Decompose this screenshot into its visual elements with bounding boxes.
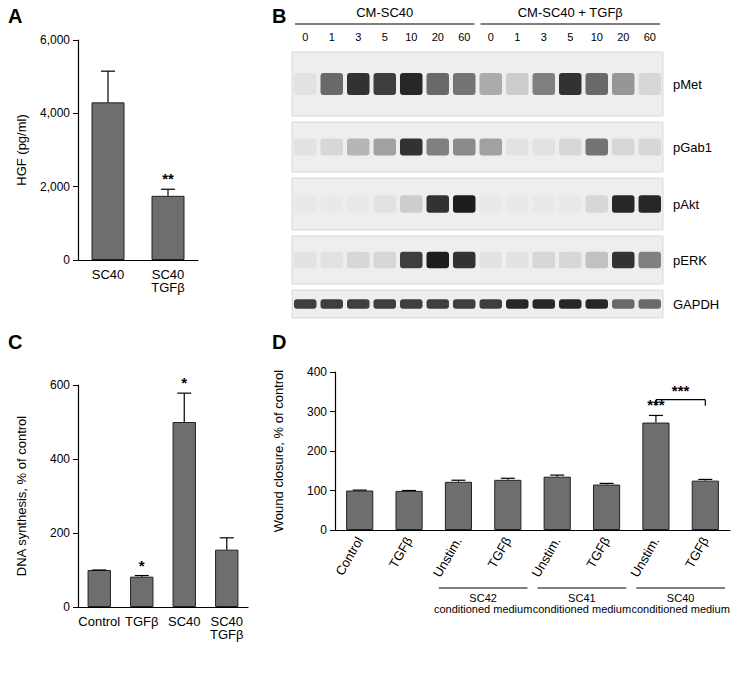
svg-text:TGFβ: TGFβ — [386, 534, 416, 570]
svg-text:0: 0 — [63, 253, 70, 267]
svg-text:6,000: 6,000 — [40, 33, 70, 47]
svg-text:3: 3 — [355, 31, 361, 43]
svg-text:Control: Control — [332, 534, 366, 578]
svg-text:200: 200 — [50, 526, 70, 540]
svg-text:A: A — [8, 5, 22, 27]
svg-text:20: 20 — [432, 31, 444, 43]
svg-text:400: 400 — [50, 452, 70, 466]
svg-text:SC40: SC40 — [210, 614, 243, 629]
svg-text:5: 5 — [567, 31, 573, 43]
svg-text:20: 20 — [617, 31, 629, 43]
svg-text:300: 300 — [307, 405, 327, 419]
svg-text:*: * — [139, 557, 145, 574]
svg-text:conditioned medium: conditioned medium — [434, 603, 532, 615]
svg-text:10: 10 — [591, 31, 603, 43]
svg-text:B: B — [272, 5, 286, 27]
svg-text:***: *** — [647, 396, 665, 413]
svg-text:600: 600 — [50, 378, 70, 392]
svg-text:1: 1 — [514, 31, 520, 43]
svg-text:SC40: SC40 — [666, 591, 695, 604]
svg-text:pMet: pMet — [673, 77, 702, 92]
svg-text:400: 400 — [307, 365, 327, 379]
svg-text:SC41: SC41 — [568, 591, 596, 604]
svg-text:Control: Control — [78, 614, 120, 629]
svg-text:***: *** — [672, 382, 690, 399]
svg-text:TGFβ: TGFβ — [125, 614, 158, 629]
svg-text:Wound closure, % of control: Wound closure, % of control — [271, 370, 286, 532]
svg-text:3: 3 — [541, 31, 547, 43]
svg-text:Unstim.: Unstim. — [529, 534, 564, 580]
svg-text:100: 100 — [307, 484, 327, 498]
svg-text:GAPDH: GAPDH — [673, 297, 719, 312]
svg-text:*: * — [181, 374, 187, 391]
svg-text:0: 0 — [302, 31, 308, 43]
svg-text:Unstim.: Unstim. — [627, 534, 662, 580]
svg-text:5: 5 — [382, 31, 388, 43]
svg-text:SC40: SC40 — [151, 267, 185, 282]
svg-text:TGFβ: TGFβ — [682, 534, 712, 570]
svg-text:pGab1: pGab1 — [673, 140, 712, 155]
svg-text:4,000: 4,000 — [40, 106, 70, 120]
svg-text:HGF (pg/ml): HGF (pg/ml) — [14, 114, 29, 186]
svg-text:200: 200 — [307, 444, 327, 458]
svg-text:conditioned medium: conditioned medium — [631, 603, 729, 615]
svg-text:10: 10 — [405, 31, 417, 43]
svg-text:1: 1 — [329, 31, 335, 43]
svg-text:Unstim.: Unstim. — [430, 534, 465, 580]
svg-text:SC40: SC40 — [92, 267, 125, 282]
svg-text:SC42: SC42 — [469, 591, 497, 604]
svg-text:0: 0 — [63, 600, 70, 614]
svg-text:0: 0 — [488, 31, 494, 43]
svg-text:2,000: 2,000 — [40, 180, 70, 194]
svg-text:60: 60 — [458, 31, 470, 43]
svg-text:TGFβ: TGFβ — [583, 534, 613, 570]
svg-text:C: C — [8, 331, 22, 353]
svg-text:TGFβ: TGFβ — [151, 280, 184, 295]
svg-text:CM-SC40 + TGFβ: CM-SC40 + TGFβ — [518, 5, 623, 20]
svg-text:CM-SC40: CM-SC40 — [356, 5, 413, 20]
svg-text:pERK: pERK — [673, 253, 707, 268]
svg-text:SC40: SC40 — [168, 614, 201, 629]
svg-text:TGFβ: TGFβ — [210, 627, 243, 642]
svg-text:DNA synthesis, % of control: DNA synthesis, % of control — [14, 416, 29, 577]
svg-text:**: ** — [162, 170, 174, 187]
svg-text:D: D — [272, 331, 286, 353]
svg-text:0: 0 — [320, 523, 327, 537]
svg-text:pAkt: pAkt — [673, 197, 699, 212]
svg-text:60: 60 — [644, 31, 656, 43]
svg-text:conditioned medium: conditioned medium — [533, 603, 631, 615]
svg-text:TGFβ: TGFβ — [485, 534, 515, 570]
